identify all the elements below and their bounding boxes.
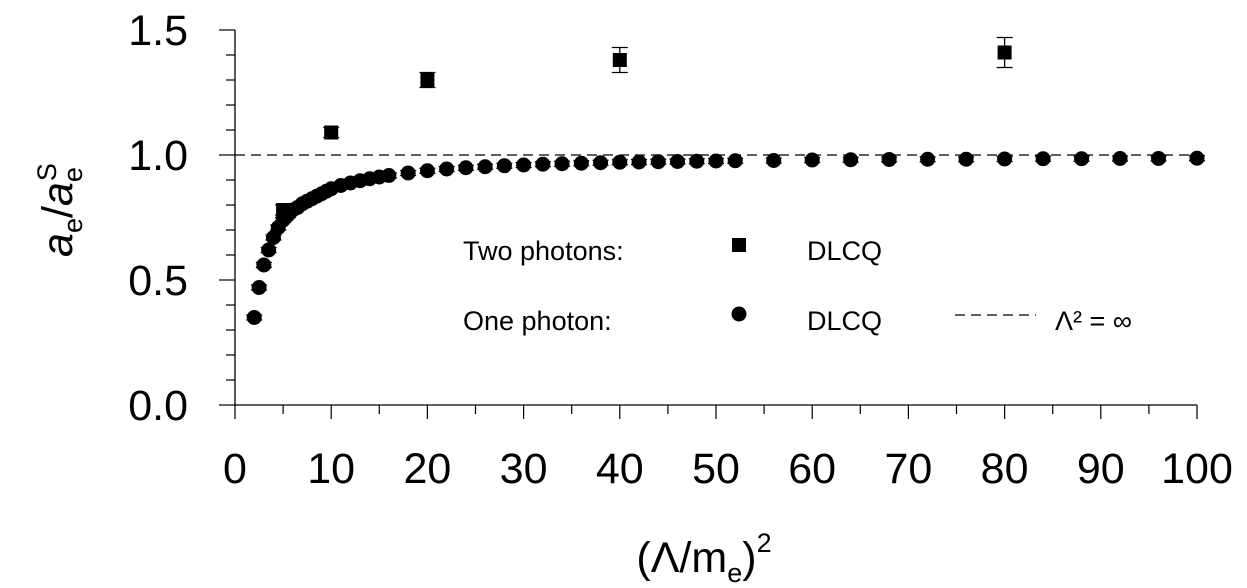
data-point-one-photon <box>261 242 277 258</box>
legend-row2-series: DLCQ <box>807 306 882 336</box>
data-point-two-photons <box>420 73 435 87</box>
x-tick-label: 50 <box>692 445 740 493</box>
data-point-one-photon <box>804 152 820 168</box>
data-point-one-photon <box>708 153 724 169</box>
data-point-one-photon <box>400 165 416 181</box>
data-marks <box>246 36 1205 325</box>
x-tick-label: 80 <box>981 445 1029 493</box>
y-axis-title: ae/aeS <box>32 163 88 257</box>
legend-row1-label: Two photons: <box>463 236 624 266</box>
data-point-one-photon <box>650 154 666 170</box>
x-tick-label: 100 <box>1161 445 1233 493</box>
data-point-one-photon <box>516 157 532 173</box>
legend-row2-label: One photon: <box>463 306 612 336</box>
data-point-one-photon <box>920 151 936 167</box>
y-tick-label: 0.0 <box>128 382 188 430</box>
data-point-one-photon <box>1189 150 1205 166</box>
y-axis-title-text: ae/aeS <box>32 163 88 257</box>
data-point-one-photon <box>251 280 267 295</box>
data-point-two-photons <box>612 53 627 67</box>
x-axis-title: (Λ/me)2 <box>636 528 771 588</box>
axes: 0 10 20 30 40 50 60 70 80 90 100 0.0 0.5 1.0 1.5 <box>128 7 1233 493</box>
y-tick-label: 1.5 <box>128 7 188 55</box>
data-point-one-photon <box>439 161 455 177</box>
data-point-one-photon <box>381 168 397 183</box>
data-point-two-photons <box>324 125 339 140</box>
legend-square-marker <box>732 238 746 252</box>
x-tick-label: 90 <box>1077 445 1125 493</box>
data-point-one-photon <box>670 154 686 169</box>
data-point-one-photon <box>843 152 859 168</box>
data-point-one-photon <box>1112 151 1128 166</box>
x-tick-label: 10 <box>307 445 355 493</box>
data-point-one-photon <box>573 155 589 171</box>
data-point-one-photon <box>458 160 474 176</box>
data-point-one-photon <box>554 156 570 172</box>
data-point-one-photon <box>689 153 705 169</box>
x-tick-label: 70 <box>884 445 932 493</box>
data-point-one-photon <box>419 163 435 179</box>
data-point-one-photon <box>477 159 493 175</box>
data-point-one-photon <box>766 153 782 168</box>
x-tick-label: 60 <box>788 445 836 493</box>
data-point-one-photon <box>881 152 897 167</box>
data-point-one-photon <box>535 156 551 172</box>
legend-row1-series: DLCQ <box>807 236 882 266</box>
data-point-one-photon <box>727 153 743 169</box>
data-point-one-photon <box>612 154 628 170</box>
data-point-one-photon <box>496 158 512 174</box>
legend-ref-label: Λ² = ∞ <box>1055 306 1132 336</box>
x-tick-label: 20 <box>403 445 451 493</box>
legend: Two photons: DLCQ One photon: DLCQ Λ² = … <box>463 236 1132 336</box>
x-tick-label: 40 <box>596 445 644 493</box>
data-point-one-photon <box>631 154 647 170</box>
data-point-one-photon <box>997 151 1013 167</box>
y-tick-label: 0.5 <box>128 257 188 305</box>
data-point-one-photon <box>1035 151 1051 167</box>
data-point-one-photon <box>958 151 974 167</box>
data-point-one-photon <box>593 155 609 171</box>
data-point-one-photon <box>1074 151 1090 167</box>
x-tick-label: 30 <box>500 445 548 493</box>
data-point-two-photons <box>276 203 291 217</box>
x-tick-label: 0 <box>223 445 247 493</box>
data-point-one-photon <box>246 310 262 325</box>
data-point-one-photon <box>1151 151 1167 166</box>
y-tick-label: 1.0 <box>128 132 188 180</box>
data-point-one-photon <box>256 257 272 273</box>
data-point-two-photons <box>997 45 1012 60</box>
legend-circle-marker <box>731 306 747 322</box>
